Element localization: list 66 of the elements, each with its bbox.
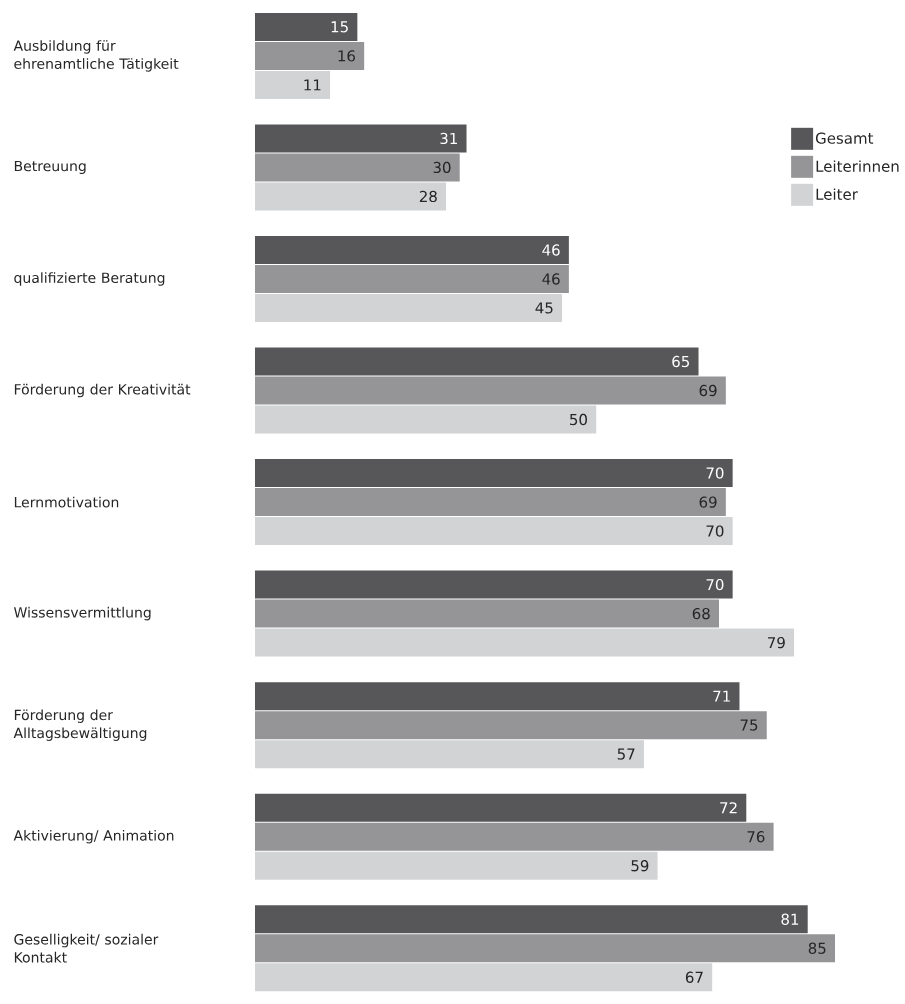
data-label: 46 bbox=[542, 244, 560, 256]
bar bbox=[254, 740, 644, 769]
bar bbox=[254, 905, 808, 934]
bar bbox=[254, 12, 358, 41]
bar bbox=[254, 153, 460, 182]
bar bbox=[254, 124, 467, 153]
data-label: 68 bbox=[692, 607, 710, 620]
data-label: 69 bbox=[699, 496, 717, 508]
bar bbox=[254, 963, 713, 992]
legend-label: Leiterinnen bbox=[816, 160, 899, 172]
y-tick-label: Ausbildung für ehrenamtliche Tätigkeit bbox=[13, 40, 179, 72]
data-label: 70 bbox=[706, 467, 724, 479]
data-label: 46 bbox=[542, 273, 560, 285]
legend-label: Gesamt bbox=[815, 132, 874, 144]
data-label: 70 bbox=[706, 525, 724, 537]
data-label: 28 bbox=[419, 190, 437, 203]
bar bbox=[254, 599, 719, 628]
y-tick-label: Aktivierung/ Animation bbox=[13, 829, 174, 844]
bar bbox=[254, 347, 699, 376]
bar bbox=[254, 293, 563, 322]
data-label: 59 bbox=[631, 860, 649, 872]
data-label: 16 bbox=[338, 50, 355, 62]
y-tick-label: Wissensvermittlung bbox=[13, 606, 151, 621]
data-label: 71 bbox=[713, 690, 730, 702]
bar bbox=[254, 517, 733, 546]
data-label: 45 bbox=[535, 302, 553, 314]
bar bbox=[254, 376, 726, 405]
bar bbox=[254, 41, 365, 70]
data-label: 31 bbox=[440, 132, 457, 145]
data-label: 50 bbox=[570, 413, 587, 426]
data-label: 69 bbox=[699, 384, 717, 397]
bar bbox=[254, 682, 740, 711]
bar bbox=[254, 459, 733, 488]
data-label: 81 bbox=[781, 913, 799, 925]
data-label: 85 bbox=[808, 942, 826, 954]
data-label: 57 bbox=[617, 748, 635, 760]
data-label: 76 bbox=[747, 831, 765, 843]
data-label: 79 bbox=[767, 636, 785, 649]
data-label: 67 bbox=[685, 971, 703, 983]
data-label: 11 bbox=[304, 79, 321, 91]
bar bbox=[254, 793, 747, 822]
data-label: 70 bbox=[706, 578, 724, 591]
y-tick-label: Betreuung bbox=[14, 160, 86, 175]
data-label: 15 bbox=[331, 21, 348, 33]
bar bbox=[254, 488, 726, 517]
y-tick-label: qualifizierte Beratung bbox=[14, 272, 165, 286]
y-tick-label: Geselligkeit/ sozialer Kontakt bbox=[14, 933, 159, 963]
bar bbox=[254, 405, 597, 434]
bar bbox=[254, 264, 569, 293]
y-tick-label: Förderung der Kreativität bbox=[14, 383, 191, 398]
bar bbox=[254, 851, 658, 880]
bar bbox=[254, 182, 447, 211]
data-label: 65 bbox=[672, 355, 689, 368]
bar bbox=[254, 70, 331, 99]
bar bbox=[254, 235, 569, 264]
bar bbox=[254, 711, 767, 740]
bar bbox=[254, 822, 774, 851]
data-label: 72 bbox=[720, 802, 737, 814]
bar bbox=[254, 934, 835, 963]
bar bbox=[254, 628, 795, 657]
y-tick-label: Förderung der Alltagsbewältigung bbox=[13, 709, 147, 741]
data-label: 30 bbox=[433, 161, 451, 174]
y-tick-label: Lernmotivation bbox=[14, 496, 119, 508]
bar bbox=[254, 570, 733, 599]
data-label: 75 bbox=[740, 719, 758, 731]
legend-label: Leiter bbox=[816, 188, 858, 200]
